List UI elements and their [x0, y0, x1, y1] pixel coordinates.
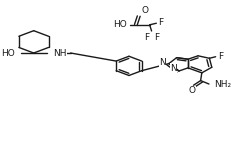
Text: N: N [170, 64, 177, 73]
Text: HO: HO [114, 20, 127, 29]
Text: NH: NH [53, 49, 66, 58]
Text: F: F [158, 18, 163, 27]
Text: NH₂: NH₂ [214, 80, 231, 89]
Text: O: O [188, 86, 195, 95]
Text: N: N [159, 58, 166, 67]
Text: F: F [218, 52, 223, 61]
Text: HO: HO [1, 49, 15, 58]
Text: F: F [145, 33, 150, 42]
Text: O: O [141, 6, 148, 15]
Text: F: F [154, 33, 159, 42]
